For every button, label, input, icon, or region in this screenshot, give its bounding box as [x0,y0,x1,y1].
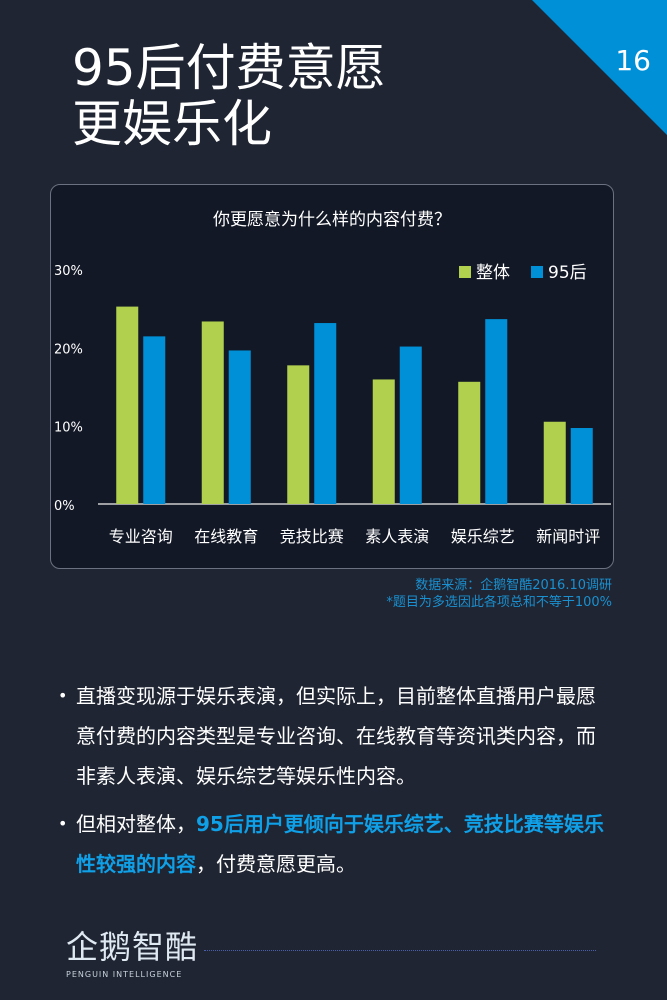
source-note: 数据来源：企鹅智酷2016.10调研 *题目为多选因此各项总和不等于100% [386,577,612,611]
logo: 企鹅智酷 PENGUIN INTELLIGENCE [66,922,198,979]
page-title: 95后付费意愿 更娱乐化 [72,40,386,152]
y-tick-label: 20% [54,342,83,357]
bullet-text: 但相对整体， [76,812,196,836]
legend-swatch [531,266,543,278]
bar-chart: 你更愿意为什么样的内容付费？ 0% 10% 20% 30% 专业咨询 在线教育 竞技比赛 素人表… [54,210,611,546]
x-tick-label: 娱乐综艺 [451,527,515,546]
x-tick-label: 竞技比赛 [280,527,344,546]
bar-95后-新闻时评 [570,428,593,504]
page-number: 16 [615,44,651,77]
bar-95后-在线教育 [228,350,251,504]
bullet-list: 直播变现源于娱乐表演，但实际上，目前整体直播用户最愿意付费的内容类型是专业咨询、… [58,676,608,892]
x-tick-label: 素人表演 [365,527,429,546]
bullet-item: 直播变现源于娱乐表演，但实际上，目前整体直播用户最愿意付费的内容类型是专业咨询、… [58,676,608,796]
chart-panel: 你更愿意为什么样的内容付费？ 0% 10% 20% 30% 专业咨询 在线教育 竞技比赛 素人表… [50,184,614,569]
chart-title: 你更愿意为什么样的内容付费？ [213,210,451,230]
legend-label: 95后 [548,263,587,283]
logo-subtext: PENGUIN INTELLIGENCE [66,970,183,979]
legend-label: 整体 [476,263,510,283]
bar-95后-竞技比赛 [314,323,337,504]
bullet-highlight: 95后用户更倾向于娱乐综艺、竞技比赛等娱乐性较强的内容 [76,812,604,876]
bar-整体-新闻时评 [543,421,566,504]
bar-整体-专业咨询 [116,306,139,504]
bar-整体-在线教育 [201,321,224,504]
title-line-1: 95后付费意愿 [72,39,386,97]
bar-95后-娱乐综艺 [485,319,508,504]
footnote-line: *题目为多选因此各项总和不等于100% [386,595,612,610]
title-line-2: 更娱乐化 [72,95,272,153]
bar-95后-专业咨询 [143,336,166,504]
divider [204,950,596,951]
y-tick-label: 10% [54,421,83,436]
bar-整体-竞技比赛 [287,365,310,504]
y-tick-label: 0% [54,499,75,514]
x-tick-label: 专业咨询 [109,527,173,546]
source-line: 数据来源：企鹅智酷2016.10调研 [415,578,612,593]
bullet-text: ，付费意愿更高。 [196,852,356,876]
bullet-text: 直播变现源于娱乐表演，但实际上，目前整体直播用户最愿意付费的内容类型是专业咨询、… [76,684,596,788]
bullet-item: 但相对整体，95后用户更倾向于娱乐综艺、竞技比赛等娱乐性较强的内容，付费意愿更高… [58,804,608,884]
x-tick-label: 新闻时评 [536,527,600,546]
bar-整体-娱乐综艺 [458,381,481,504]
logo-text: 企鹅智酷 [66,928,199,966]
legend-swatch [459,266,471,278]
y-tick-label: 30% [54,264,83,279]
bar-整体-素人表演 [372,379,395,504]
bar-95后-素人表演 [399,346,422,504]
corner-triangle [532,0,667,135]
x-tick-label: 在线教育 [194,527,258,546]
